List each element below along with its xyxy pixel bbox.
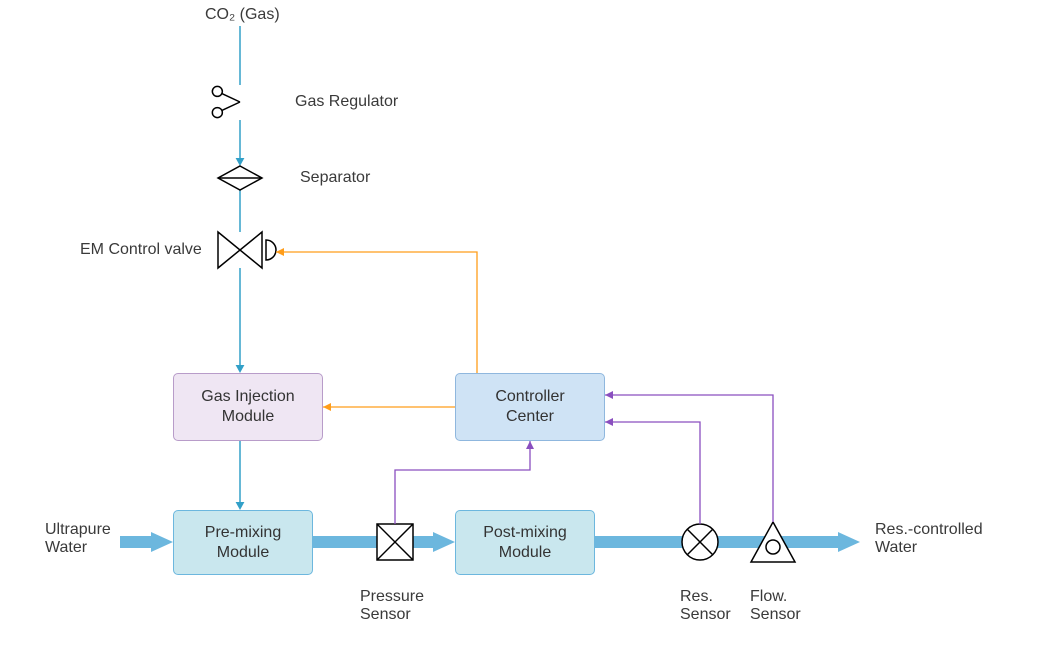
diagram-stage: { "meta": { "type": "flowchart", "width"… bbox=[0, 0, 1041, 653]
svg-front-layer bbox=[0, 0, 1041, 653]
